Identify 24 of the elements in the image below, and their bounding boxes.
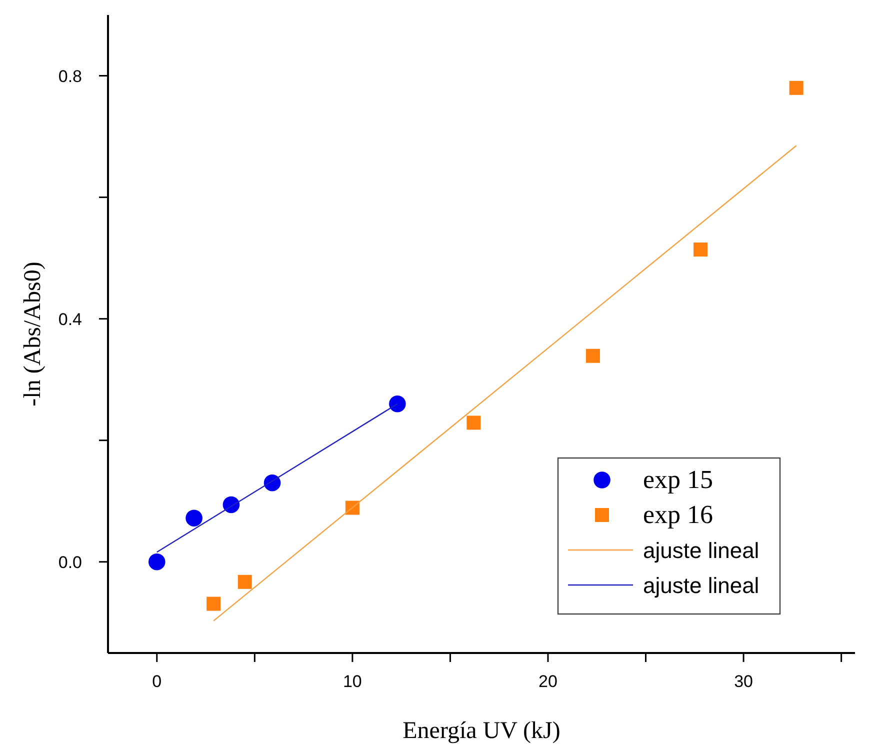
y-tick-label: 0.4 [58,310,82,329]
legend-label: exp 15 [643,465,714,494]
point [466,416,481,430]
x-tick-label: 0 [152,672,162,691]
text: 0.0 [58,552,82,572]
y-tick-label: 0.8 [58,66,82,86]
legend-label: exp 16 [643,500,714,529]
x-tick-label: 10 [342,672,362,691]
point [264,474,281,492]
y-axis-title: -ln (Abs/Abs0) [20,262,46,406]
point [789,80,804,95]
point [148,553,166,570]
point [586,348,600,363]
point [238,574,252,589]
point [186,510,202,527]
point [222,496,240,514]
point [389,395,406,412]
x-axis-title: Energía UV (kJ) [402,718,560,744]
legend-label: ajuste lineal [643,573,760,598]
x-tick-label: 30 [734,672,753,691]
point [694,242,708,257]
point [206,596,221,611]
legend-label: ajuste lineal [643,538,760,563]
x-tick-label: 20 [538,672,558,691]
